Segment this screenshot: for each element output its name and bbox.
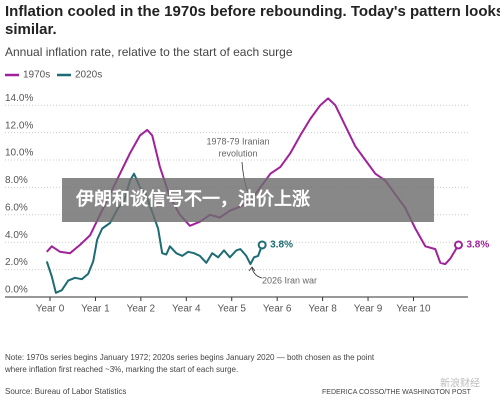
y-tick-label: 10.0%	[5, 148, 33, 159]
chart-title: similar.	[5, 21, 57, 38]
x-tick-label: Year 10	[396, 304, 431, 315]
annotation-arrow	[248, 266, 256, 272]
note: where inflation first reached ~3%, marki…	[4, 365, 238, 374]
x-tick-label: Year 1	[81, 304, 110, 315]
y-tick-label: 6.0%	[5, 202, 28, 213]
y-tick-label: 2.0%	[5, 257, 28, 268]
x-tick-label: Year 8	[308, 304, 337, 315]
x-tick-label: Year 5	[217, 304, 246, 315]
watermark: 新浪财经	[440, 377, 480, 390]
x-tick-label: Year 2	[127, 304, 156, 315]
x-tick-label: Year 6	[263, 304, 292, 315]
y-tick-label: 12.0%	[5, 120, 33, 131]
headline-banner	[62, 178, 434, 222]
annotation-arrow	[251, 267, 263, 279]
source: Source: Bureau of Labor Statistics	[5, 387, 126, 396]
note: Note: 1970s series begins January 1972; …	[5, 353, 375, 362]
legend-label: 1970s	[23, 70, 50, 81]
headline: 伊朗和谈信号不一，油价上涨	[75, 188, 310, 209]
chart-title: Inflation cooled in the 1970s before reb…	[5, 3, 500, 20]
chart-subtitle: Annual inflation rate, relative to the s…	[5, 45, 293, 59]
series-line	[45, 172, 264, 294]
credit: FEDERICA COSSO/THE WASHINGTON POST	[322, 389, 472, 396]
y-tick-label: 14.0%	[5, 93, 33, 104]
annotation: 1978-79 Iranian	[206, 136, 269, 146]
y-tick-label: 4.0%	[5, 230, 28, 241]
y-tick-label: 8.0%	[5, 175, 28, 186]
x-tick-label: Year 0	[36, 304, 65, 315]
end-point	[453, 240, 463, 250]
end-label: 3.8%	[466, 240, 489, 251]
end-label: 3.8%	[270, 240, 293, 251]
annotation: 2026 Iran war	[262, 275, 317, 285]
x-tick-label: Year 9	[354, 304, 383, 315]
end-point	[257, 240, 267, 250]
legend-label: 2020s	[75, 70, 102, 81]
x-tick-label: Year 4	[172, 304, 201, 315]
y-tick-label: 0.0%	[5, 285, 28, 296]
annotation: revolution	[218, 148, 257, 158]
